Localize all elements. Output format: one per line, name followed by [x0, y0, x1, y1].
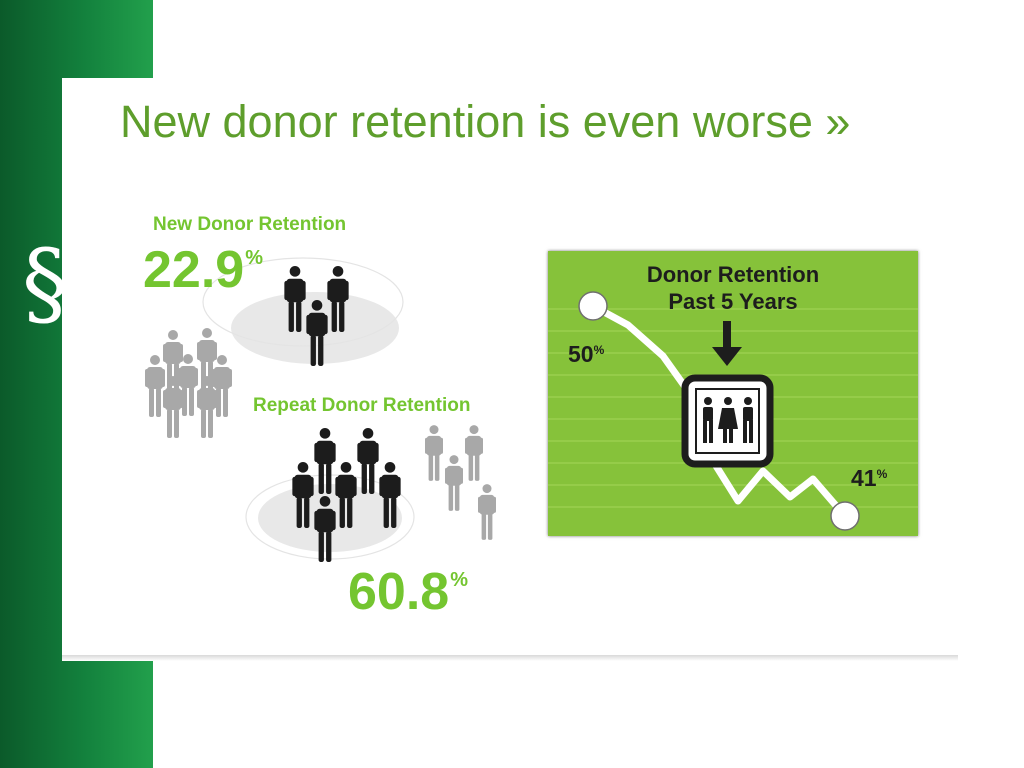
decor-glyph: §: [22, 230, 68, 337]
start-point: [578, 291, 608, 321]
gray-people-group-left: [145, 328, 232, 438]
chart-title: Donor Retention Past 5 Years: [548, 261, 918, 315]
end-value-label: 41%: [851, 465, 887, 492]
new-donor-label: New Donor Retention: [153, 214, 347, 235]
chart-title-line1: Donor Retention: [646, 262, 820, 287]
repeat-donor-value: 60.8%: [348, 566, 468, 618]
end-point: [830, 501, 860, 531]
retention-chart-panel: Donor Retention Past 5 Years 50% 41%: [548, 251, 918, 536]
end-value-unit: %: [876, 467, 888, 481]
slide-title: New donor retention is even worse »: [120, 96, 851, 147]
repeat-donor-unit: %: [450, 569, 469, 591]
retention-trend-line: [589, 302, 849, 520]
repeat-donor-label: Repeat Donor Retention: [253, 395, 471, 416]
start-value-label: 50%: [568, 341, 604, 368]
chart-title-line2: Past 5 Years: [668, 289, 798, 314]
repeat-donor-number: 60.8: [348, 563, 450, 621]
retention-chart-svg: [548, 291, 918, 531]
end-value-number: 41: [851, 465, 877, 491]
new-donor-ring: [202, 257, 404, 347]
new-donor-number: 22.9: [143, 241, 245, 299]
down-arrow-icon: [712, 321, 742, 366]
new-donor-unit: %: [245, 247, 264, 269]
new-donor-value: 22.9%: [143, 244, 263, 296]
gray-people-group-right: [425, 425, 496, 540]
start-value-number: 50: [568, 341, 594, 367]
start-value-unit: %: [593, 343, 605, 357]
elevator-icon: [681, 374, 774, 468]
card-shadow: [62, 655, 958, 661]
